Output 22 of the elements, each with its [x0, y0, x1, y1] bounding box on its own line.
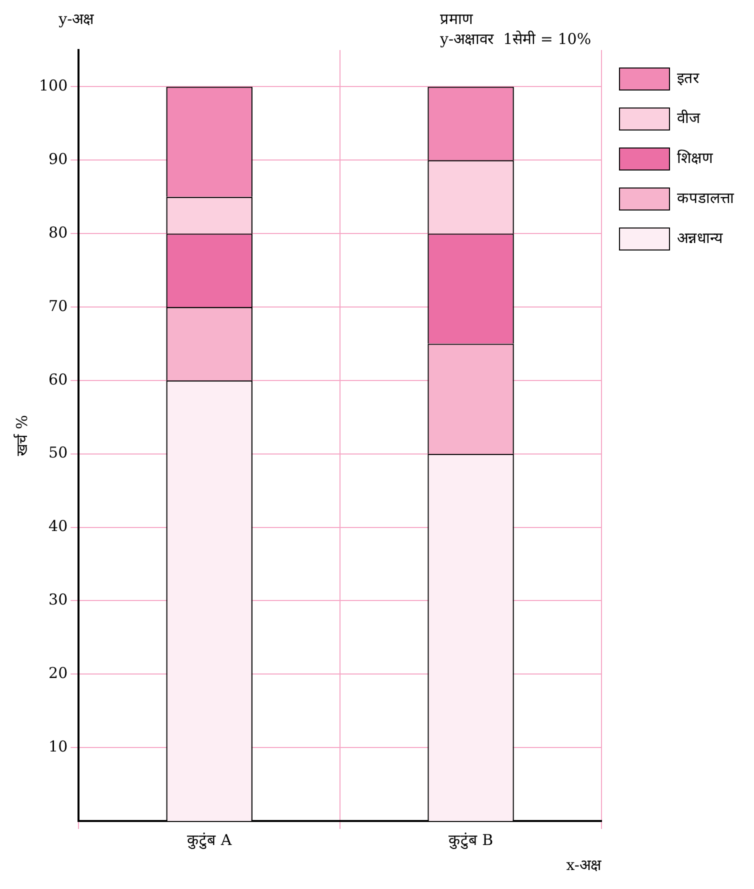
y-tick-label: 40: [48, 517, 68, 536]
x-tick-label: कुटुंब A: [187, 830, 232, 850]
legend-label: कपडालत्ता: [677, 188, 735, 207]
y-axis-title: खर्च %: [12, 414, 31, 456]
y-tick-label: 50: [48, 444, 68, 462]
legend-label: वीज: [677, 108, 701, 127]
legend-label: शिक्षण: [677, 148, 714, 167]
text: y-अक्षावर 1सेमी = 10%: [439, 30, 592, 48]
text: प्रमाण: [440, 10, 474, 28]
legend-label: अन्नधान्य: [677, 228, 723, 247]
x-axis-title: x-अक्ष: [566, 856, 602, 874]
y-tick-label: 100: [38, 76, 68, 95]
y-tick-label: 90: [48, 150, 68, 168]
x-tick-label: कुटुंब B: [448, 830, 494, 850]
y-tick-label: 10: [48, 737, 68, 756]
y-tick-label: 20: [48, 664, 68, 682]
legend-label: इतर: [677, 68, 700, 87]
text: y-अक्ष: [58, 10, 94, 28]
y-tick-label: 60: [48, 370, 68, 388]
y-tick-label: 70: [48, 296, 68, 315]
y-tick-label: 80: [48, 223, 68, 242]
y-tick-label: 30: [48, 590, 68, 609]
